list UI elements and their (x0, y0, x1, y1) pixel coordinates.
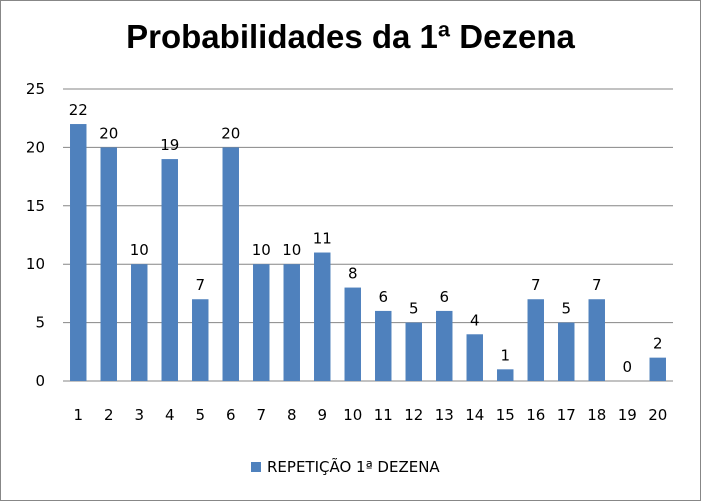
bar (436, 310, 453, 381)
x-tick-label: 10 (343, 406, 362, 424)
data-label: 2 (653, 335, 663, 353)
data-label: 11 (313, 230, 332, 248)
bar (375, 310, 392, 381)
x-tick-label: 15 (496, 406, 515, 424)
data-label: 22 (69, 101, 88, 119)
bar (649, 357, 666, 381)
x-tick-label: 20 (648, 406, 667, 424)
x-tick-label: 3 (134, 406, 144, 424)
data-label: 20 (221, 124, 240, 142)
x-tick-label: 1 (73, 406, 83, 424)
data-label: 7 (195, 276, 205, 294)
bar (497, 369, 514, 381)
data-label: 10 (282, 241, 301, 259)
x-tick-label: 9 (317, 406, 327, 424)
bar (161, 159, 178, 381)
x-tick-label: 6 (226, 406, 236, 424)
x-tick-label: 14 (465, 406, 484, 424)
chart-title: Probabilidades da 1ª Dezena (126, 18, 575, 55)
x-tick-label: 7 (256, 406, 266, 424)
data-label: 5 (409, 300, 419, 318)
bar (131, 264, 148, 381)
bar (253, 264, 270, 381)
data-label: 10 (130, 241, 149, 259)
bar-series (70, 124, 666, 381)
x-tick-label: 17 (557, 406, 576, 424)
x-tick-label: 11 (374, 406, 393, 424)
legend-label: REPETIÇÃO 1ª DEZENA (267, 458, 440, 476)
y-tick-label: 0 (35, 372, 45, 390)
bar (344, 287, 361, 381)
data-label: 7 (592, 276, 602, 294)
data-labels: 22 20 10 19 7 20 10 10 11 8 6 5 6 4 1 7 5 7 0 2 (69, 101, 663, 376)
data-label: 7 (531, 276, 541, 294)
x-tick-label: 13 (435, 406, 454, 424)
bar (527, 299, 544, 381)
x-tick-label: 5 (195, 406, 205, 424)
y-tick-label: 5 (35, 314, 45, 332)
data-label: 4 (470, 311, 480, 329)
x-tick-label: 4 (165, 406, 175, 424)
bar (588, 299, 605, 381)
x-tick-label: 12 (404, 406, 423, 424)
bar (100, 147, 117, 381)
data-label: 5 (561, 300, 571, 318)
x-axis-tick-labels: 1 2 3 4 5 6 7 8 9 10 11 12 13 14 15 16 17 18 19 20 (73, 406, 667, 424)
y-tick-label: 15 (26, 197, 45, 215)
bar (314, 252, 331, 381)
y-tick-label: 20 (26, 138, 45, 156)
y-axis-tick-labels: 0 5 10 15 20 25 (26, 80, 45, 390)
data-label: 8 (348, 265, 358, 283)
data-label: 1 (500, 346, 510, 364)
bar (283, 264, 300, 381)
legend-swatch (251, 462, 261, 472)
bar (70, 124, 87, 381)
bar (405, 322, 422, 381)
x-tick-label: 16 (526, 406, 545, 424)
y-tick-label: 25 (26, 80, 45, 98)
x-tick-label: 19 (618, 406, 637, 424)
bar (192, 299, 209, 381)
x-tick-label: 8 (287, 406, 297, 424)
data-label: 6 (439, 288, 449, 306)
data-label: 0 (622, 358, 632, 376)
y-tick-label: 10 (26, 255, 45, 273)
legend: REPETIÇÃO 1ª DEZENA (251, 456, 440, 478)
data-label: 6 (378, 288, 388, 306)
x-tick-label: 2 (104, 406, 114, 424)
data-label: 10 (252, 241, 271, 259)
bar (466, 334, 483, 381)
x-tick-label: 18 (587, 406, 606, 424)
bar (222, 147, 239, 381)
data-label: 20 (99, 124, 118, 142)
gridlines (63, 88, 673, 382)
data-label: 19 (160, 136, 179, 154)
bar (558, 322, 575, 381)
